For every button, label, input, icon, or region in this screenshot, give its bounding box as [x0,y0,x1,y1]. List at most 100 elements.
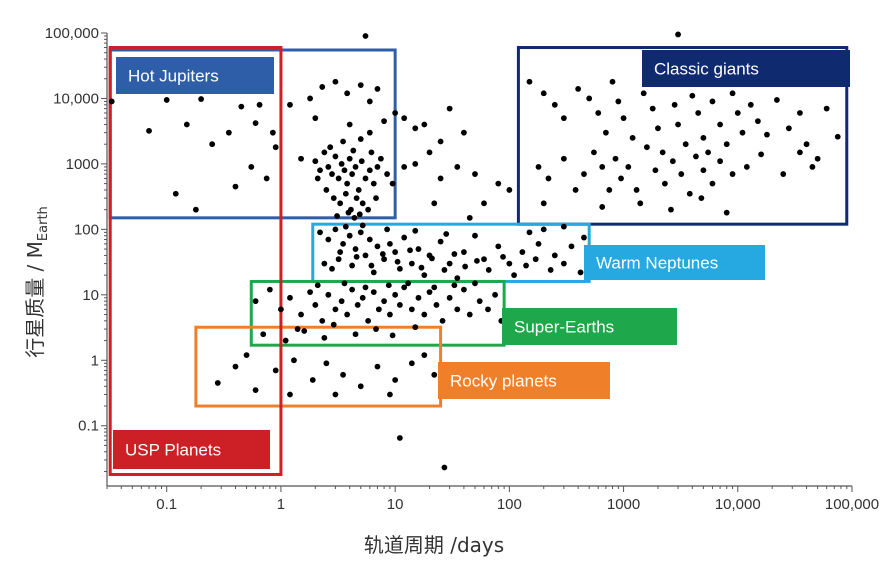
data-point [785,125,792,132]
y-tick-label: 0.1 [78,418,99,435]
data-point [307,95,313,102]
data-point [172,190,179,197]
data-point [823,105,830,112]
data-point [321,334,328,341]
data-point [346,121,353,128]
hot-jupiters-label-bg [116,57,274,94]
data-point [359,222,366,229]
data-point [466,311,473,318]
data-point [629,134,636,141]
data-point [803,141,810,148]
data-point [547,267,554,273]
data-point [381,256,387,263]
data-point [374,85,381,92]
data-point [421,352,428,358]
classic-giants-box [516,46,849,226]
data-point [294,326,301,332]
data-point [366,129,373,136]
data-point [370,289,377,296]
data-point [461,129,467,136]
data-point [700,167,707,174]
data-point [396,435,403,441]
data-point [476,298,483,305]
super-earths-label: Super-Earths [514,318,614,337]
data-point [252,387,259,394]
data-point [466,214,473,221]
data-point [773,97,780,103]
data-point [709,98,716,105]
data-point [321,260,328,267]
data-point [439,317,446,324]
data-point [446,105,453,112]
data-point [443,231,450,237]
data-point [381,298,387,305]
data-point [183,121,190,128]
data-point [401,164,408,170]
data-point [365,206,372,213]
data-point [682,141,689,148]
data-point [146,127,152,134]
data-point [384,171,390,177]
data-point [392,110,399,116]
data-point [526,229,533,236]
x-tick-label: 10 [387,496,404,513]
data-point [441,267,448,273]
y-tick-label: 10,000 [53,90,99,107]
data-point [373,195,379,202]
data-point [225,129,232,136]
data-point [551,252,558,259]
data-point [723,141,730,148]
data-point [431,200,438,207]
data-point [232,363,239,370]
data-point [426,149,433,156]
data-point [723,209,730,216]
data-point [287,391,293,398]
data-point [700,134,707,141]
data-point [329,171,335,177]
y-tick-label: 1000 [66,156,99,173]
data-point [743,164,750,170]
data-point [389,180,396,187]
data-point [325,236,332,243]
data-point [599,164,606,170]
data-point [643,144,650,151]
data-point [359,200,366,207]
data-point [349,286,356,293]
data-point [412,227,419,234]
data-point [337,200,344,207]
y-tick-label: 10 [82,287,99,304]
data-point [209,141,216,148]
data-point [500,253,506,260]
data-point [461,286,467,293]
data-point [661,180,668,187]
data-point [747,101,754,108]
data-point [362,175,369,182]
data-point [401,115,408,122]
x-tick-label: 1000 [607,496,640,513]
data-point [353,253,360,260]
data-point [355,187,362,193]
data-point [272,144,279,151]
data-point [307,289,313,296]
x-tick-label: 1 [277,496,285,513]
data-point [451,251,458,257]
rocky-planets-label-bg [438,362,610,399]
data-point [163,97,170,103]
data-point [408,360,415,367]
data-point [335,256,342,263]
data-point [415,294,422,301]
data-point [492,291,498,298]
data-point [368,149,375,156]
data-point [506,260,513,267]
data-point [396,265,403,272]
data-point [678,171,685,177]
data-point [717,158,723,165]
data-point [392,249,399,255]
data-point [312,158,319,165]
usp-planets-label: USP Planets [125,441,221,460]
data-point [282,337,289,344]
data-point [340,240,346,247]
data-point [327,144,334,151]
data-point [652,167,659,174]
